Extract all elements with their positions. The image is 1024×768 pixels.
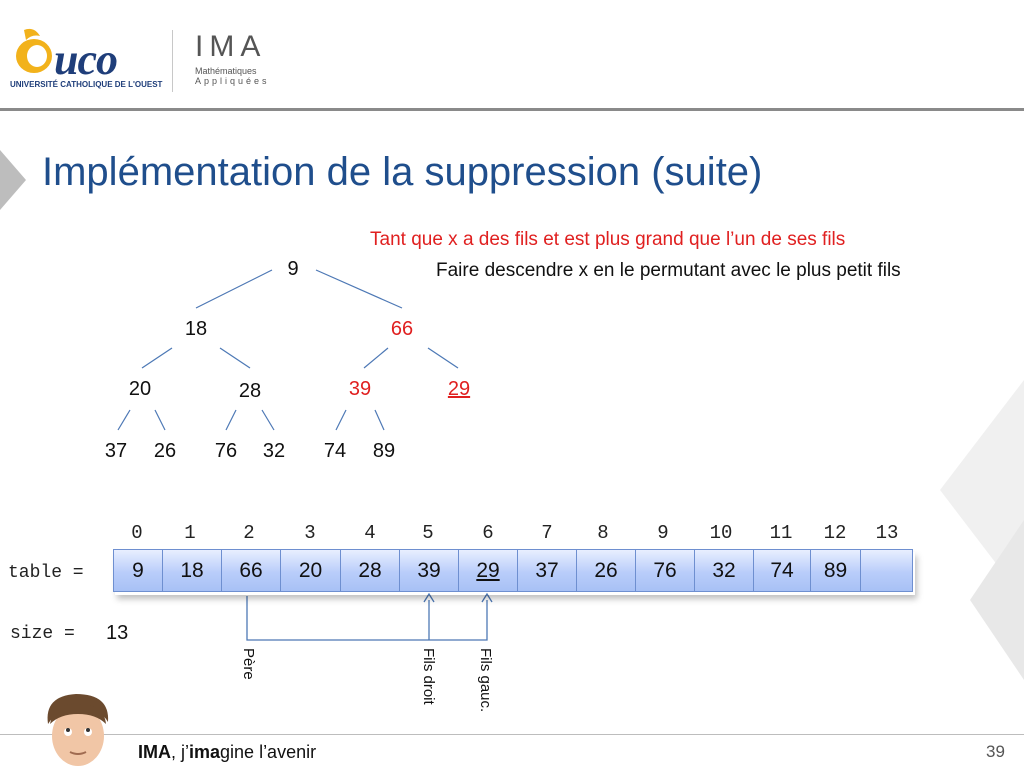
table-label: table = [8, 563, 84, 583]
slide-title: Implémentation de la suppression (suite) [42, 150, 763, 194]
array-cell: 89 [810, 549, 861, 592]
ima-logo-sub2: Appliquées [195, 76, 270, 86]
slogan-end: gine l’avenir [220, 742, 317, 762]
array-cell [860, 549, 913, 592]
array-index: 11 [769, 522, 793, 544]
array-index: 0 [131, 522, 143, 544]
tree-node: 20 [128, 378, 152, 400]
instruction-line-1: Tant que x a des fils et est plus grand … [370, 229, 846, 250]
tree-node: 26 [153, 440, 177, 462]
tree-node-highlight: 29 [447, 378, 471, 400]
array-index: 1 [184, 522, 196, 544]
tree-node: 74 [323, 440, 347, 462]
array-cell: 28 [340, 549, 400, 592]
page-number: 39 [986, 742, 1005, 761]
array-cell: 18 [162, 549, 222, 592]
array-index: 6 [482, 522, 494, 544]
array-cell: 26 [576, 549, 636, 592]
array-cell: 9 [113, 549, 163, 592]
header-rule [0, 108, 1024, 111]
tree-node: 76 [214, 440, 238, 462]
tree-node-highlight: 66 [390, 318, 414, 340]
array-index: 4 [364, 522, 376, 544]
tree-node: 18 [184, 318, 208, 340]
size-label: size = [10, 624, 75, 644]
slogan-bold: IMA [138, 742, 171, 762]
array-cell: 32 [694, 549, 754, 592]
array-index: 12 [823, 522, 847, 544]
array-cell-highlight: 39 [399, 549, 459, 592]
array-cell: 74 [753, 549, 811, 592]
array-index: 8 [597, 522, 609, 544]
array-cell: 20 [280, 549, 341, 592]
uco-logo: uco UNIVERSITÉ CATHOLIQUE DE L'OUEST [10, 22, 165, 92]
size-value: 13 [106, 622, 129, 644]
slogan-mid: , j’ [171, 742, 189, 762]
array-cell-highlight: 66 [221, 549, 281, 592]
slogan-bold-2: ima [189, 742, 221, 762]
tree-node: 32 [262, 440, 286, 462]
tree-node-root: 9 [287, 258, 299, 280]
array-index: 7 [541, 522, 553, 544]
array-index: 2 [243, 522, 255, 544]
tree-node-highlight: 39 [348, 378, 372, 400]
tree-node: 28 [238, 380, 262, 402]
array-cell: 76 [635, 549, 695, 592]
footer-slogan: IMA, j’imagine l’avenir [138, 742, 316, 763]
ima-logo-text: IMA [195, 30, 267, 63]
fils-droit-label: Fils droit [420, 648, 437, 705]
tree-node: 37 [104, 440, 128, 462]
uco-logo-text: uco [54, 35, 118, 84]
pere-label: Père [240, 648, 257, 680]
fils-gauc-label: Fils gauc. [477, 648, 494, 713]
ima-logo-sub1: Mathématiques [195, 66, 257, 76]
instruction-line-2: Faire descendre x en le permutant avec l… [436, 260, 901, 281]
uco-emblem-icon [16, 28, 52, 73]
tree-node: 89 [372, 440, 396, 462]
person-avatar-icon [47, 694, 109, 766]
array-index: 5 [422, 522, 434, 544]
array-index: 9 [657, 522, 669, 544]
array-index: 10 [709, 522, 733, 544]
array-index: 3 [304, 522, 316, 544]
logo-divider [172, 30, 173, 92]
title-chevron-icon [0, 150, 26, 210]
uco-logo-subtitle: UNIVERSITÉ CATHOLIQUE DE L'OUEST [10, 80, 163, 89]
array-index: 13 [875, 522, 899, 544]
ima-logo: IMA Mathématiques Appliquées [195, 30, 270, 86]
footer-rule [0, 734, 1024, 735]
background-decoration [940, 380, 1024, 680]
array-cell: 37 [517, 549, 577, 592]
array-cell-highlight: 29 [458, 549, 518, 592]
